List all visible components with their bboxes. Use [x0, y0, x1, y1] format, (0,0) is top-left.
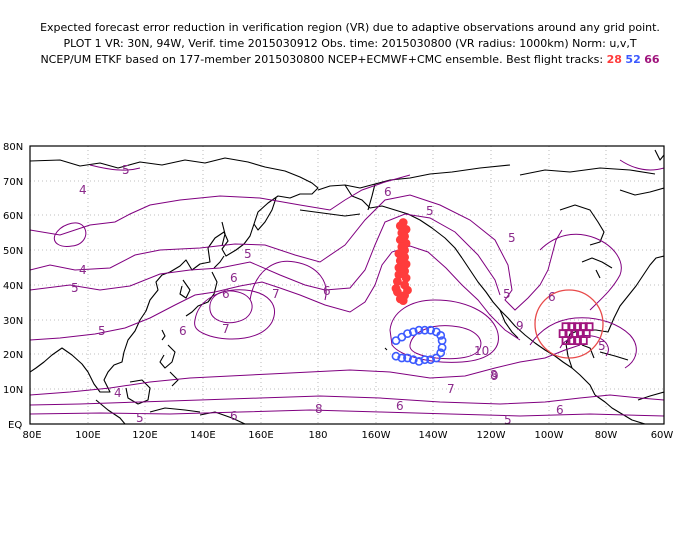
contour-label: 5: [244, 247, 252, 261]
contour-label: 7: [272, 287, 280, 301]
contour-label: 4: [79, 183, 87, 197]
flight-track-52: [391, 325, 447, 366]
contour-label: 6: [323, 284, 331, 298]
lon-label: 140E: [190, 430, 215, 441]
track-28-point: [398, 296, 408, 305]
lon-label: 180: [308, 430, 327, 441]
lon-label: 120W: [477, 430, 506, 441]
lat-label: EQ: [8, 420, 22, 431]
track-52-point: [420, 355, 430, 365]
track-66-label: 66: [644, 53, 660, 66]
latitude-labels: 80N 70N 60N 50N 40N 30N 20N 10N EQ: [3, 142, 23, 431]
contour-label: 9: [516, 319, 524, 333]
track-52-point: [403, 353, 412, 363]
track-52-label: 52: [625, 53, 641, 66]
contour-label: 8: [315, 402, 323, 416]
map-grid: [30, 146, 664, 424]
track-52-point: [414, 325, 424, 335]
lat-label: 30N: [3, 316, 23, 327]
track-52-point: [408, 355, 418, 365]
lat-label: 50N: [3, 246, 23, 257]
contour-label: 5: [426, 204, 434, 218]
lon-label: 160W: [362, 430, 391, 441]
contour-label: 5: [98, 324, 106, 338]
header-line-2: PLOT 1 VR: 30N, 94W, Verif. time 2015030…: [63, 37, 637, 50]
track-52-point: [426, 325, 435, 335]
lon-label: 100E: [75, 430, 100, 441]
contour-label: 5: [71, 281, 79, 295]
contour-label: 10: [474, 344, 489, 358]
track-52-point: [403, 329, 412, 338]
contour-label: 6: [396, 399, 404, 413]
contour-label: 5: [136, 411, 144, 425]
contour-label: 6: [179, 324, 187, 338]
contour-label: 9: [491, 369, 499, 383]
track-52-point: [426, 355, 435, 365]
lat-label: 70N: [3, 177, 23, 188]
contour-labels: 5 4 6 5 4 5 7 6 7 6 5 6 5 6 5 9 10 6 5 8…: [71, 163, 606, 427]
lon-label: 160E: [248, 430, 273, 441]
lat-label: 80N: [3, 142, 23, 153]
contour-label: 6: [230, 409, 238, 423]
contour-label: 8: [490, 368, 498, 382]
lat-label: 60N: [3, 211, 23, 222]
longitude-labels: 80E 100E 120E 140E 160E 180 160W 140W 12…: [22, 430, 673, 441]
track-52-point: [414, 356, 424, 366]
contour-label: 5: [504, 413, 512, 427]
lon-label: 80W: [595, 430, 618, 441]
header-line-1: Expected forecast error reduction in ver…: [40, 21, 660, 34]
contour-label: 6: [548, 290, 556, 304]
track-66-point: [561, 336, 571, 346]
track-28-point: [401, 259, 411, 269]
track-28-point: [392, 277, 402, 286]
track-52-point: [437, 343, 447, 352]
lon-label: 80E: [22, 430, 41, 441]
header-line-3: NCEP/UM ETKF based on 177-member 2015030…: [0, 53, 700, 67]
track-52-point: [391, 351, 401, 361]
track-52-point: [436, 330, 446, 340]
map-frame: [29, 145, 665, 425]
contour-label: 6: [222, 287, 230, 301]
track-66-point: [578, 336, 588, 346]
contour-lines: [30, 159, 664, 417]
contour-label: 6: [384, 185, 392, 199]
track-52-point: [431, 353, 441, 363]
lon-label: 140W: [419, 430, 448, 441]
contour-label: 6: [556, 403, 564, 417]
contour-label: 7: [222, 322, 230, 336]
flight-track-66: [558, 322, 594, 346]
contour-label: 6: [230, 271, 238, 285]
track-66-point: [567, 336, 577, 346]
track-28-label: 28: [606, 53, 622, 66]
track-52-point: [408, 327, 418, 337]
contour-label: 7: [447, 382, 455, 396]
contour-label: 5: [598, 339, 606, 353]
flight-track-28: [391, 218, 412, 305]
track-52-point: [436, 348, 446, 358]
contour-label: 4: [114, 386, 122, 400]
track-52-point: [420, 325, 430, 335]
contour-label: 5: [122, 163, 130, 177]
verification-region-circle: [534, 289, 604, 359]
contour-label: 5: [508, 231, 516, 245]
track-52-point: [397, 353, 407, 363]
lat-label: 20N: [3, 350, 23, 361]
track-66-point: [573, 336, 582, 346]
track-28-point: [401, 273, 411, 283]
lon-label: 60W: [651, 430, 674, 441]
contour-label: 5: [503, 287, 511, 301]
lon-label: 120E: [132, 430, 157, 441]
lat-label: 40N: [3, 281, 23, 292]
track-28-point: [394, 270, 404, 279]
header-line-3-prefix: NCEP/UM ETKF based on 177-member 2015030…: [40, 53, 604, 66]
lat-label: 10N: [3, 385, 23, 396]
lon-label: 100W: [535, 430, 564, 441]
contour-label: 4: [79, 263, 87, 277]
